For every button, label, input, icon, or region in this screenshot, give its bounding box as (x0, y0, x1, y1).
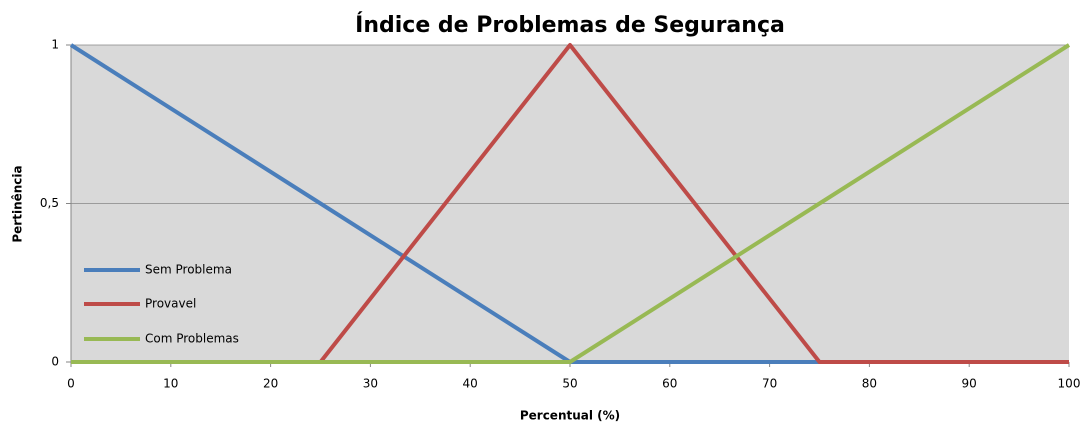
x-tick-label: 80 (862, 377, 877, 391)
chart-title: Índice de Problemas de Segurança (355, 12, 785, 38)
x-tick-label: 90 (962, 377, 977, 391)
legend-label: Com Problemas (145, 332, 239, 346)
y-tick-label: 1 (51, 38, 59, 52)
legend-label: Sem Problema (145, 263, 232, 277)
x-axis-title: Percentual (%) (520, 409, 620, 423)
y-tick-label: 0 (51, 355, 59, 369)
x-tick-label: 10 (163, 377, 178, 391)
x-tick-label: 30 (363, 377, 378, 391)
y-tick-label: 0,5 (40, 196, 59, 210)
x-tick-label: 50 (562, 377, 577, 391)
legend-label: Provavel (145, 297, 196, 311)
x-tick-label: 40 (463, 377, 478, 391)
x-tick-label: 70 (762, 377, 777, 391)
x-tick-label: 0 (67, 377, 75, 391)
x-tick-label: 100 (1058, 377, 1081, 391)
series-line (71, 43, 1071, 364)
x-tick-label: 60 (662, 377, 677, 391)
y-axis-title: Pertinência (11, 165, 25, 242)
x-tick-label: 20 (263, 377, 278, 391)
